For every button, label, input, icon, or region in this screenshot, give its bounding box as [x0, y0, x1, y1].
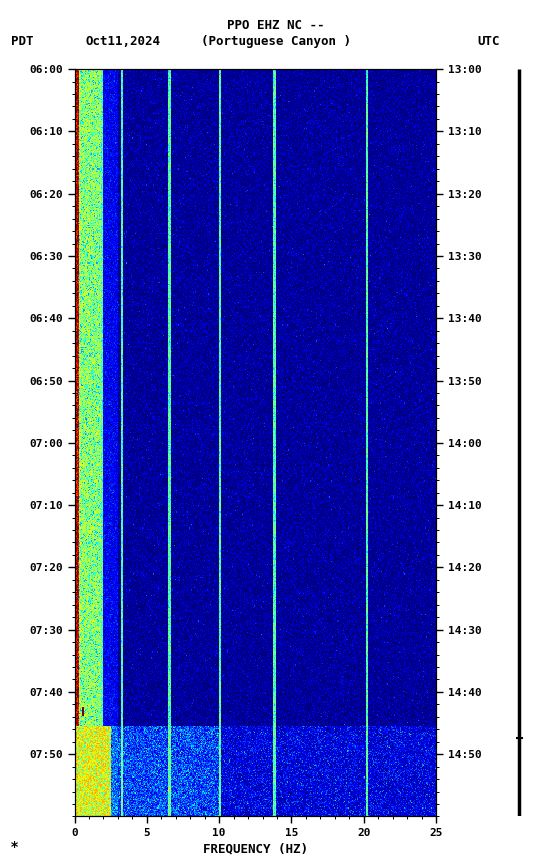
Text: PDT: PDT	[11, 35, 34, 48]
Text: PPO EHZ NC --: PPO EHZ NC --	[227, 19, 325, 32]
Text: *: *	[11, 840, 18, 854]
Text: (Portuguese Canyon ): (Portuguese Canyon )	[201, 35, 351, 48]
Text: UTC: UTC	[477, 35, 500, 48]
X-axis label: FREQUENCY (HZ): FREQUENCY (HZ)	[203, 842, 308, 855]
Text: Oct11,2024: Oct11,2024	[86, 35, 161, 48]
